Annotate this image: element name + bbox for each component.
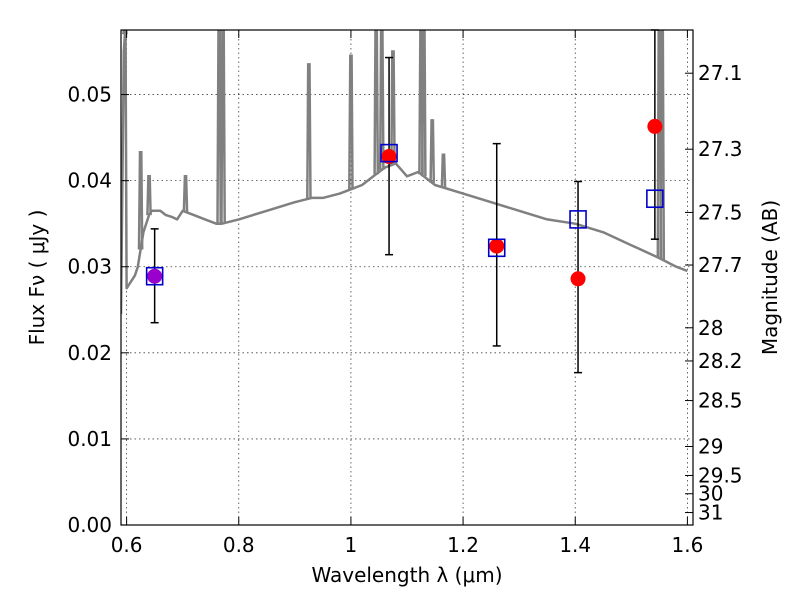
y-tick-label: 0.04 xyxy=(67,169,112,193)
y2-tick-label: 27.7 xyxy=(698,253,743,277)
y-tick-label: 0.02 xyxy=(67,341,112,365)
emission-line-spike xyxy=(216,30,222,224)
emission-line-spike xyxy=(378,30,385,170)
x-tick-label: 0.8 xyxy=(223,533,255,557)
observed-point xyxy=(489,238,505,254)
y2-tick-label: 29.5 xyxy=(698,463,743,487)
y2-tick-label: 28.2 xyxy=(698,349,743,373)
emission-line-spike xyxy=(182,175,189,212)
x-axis-label: Wavelength λ (μm) xyxy=(311,563,502,587)
y2-tick-label: 27.1 xyxy=(698,61,743,85)
y2-tick-label: 28.5 xyxy=(698,389,743,413)
y-tick-label: 0.01 xyxy=(67,427,112,451)
y2-tick-label: 31 xyxy=(698,501,723,525)
emission-line-spike xyxy=(348,54,354,190)
emission-line-spike xyxy=(429,119,436,183)
plot-frame xyxy=(120,29,694,526)
observed-point xyxy=(647,118,663,134)
model-photometry-square xyxy=(569,210,587,229)
emission-line-spike xyxy=(220,30,226,224)
emission-line-spike xyxy=(390,50,396,165)
model-photometry-square xyxy=(487,238,506,258)
x-tick-label: 1.2 xyxy=(447,533,479,557)
emission-line-spike xyxy=(146,175,152,216)
y2-axis-label: Magnitude (AB) xyxy=(758,200,782,355)
y2-tick-label: 27.3 xyxy=(698,137,743,161)
emission-line-spike xyxy=(373,30,380,175)
emission-line-spike xyxy=(659,30,666,260)
y2-tick-label: 27.5 xyxy=(698,200,743,224)
x-tick-label: 1.6 xyxy=(671,533,703,557)
emission-line-spike xyxy=(306,63,312,199)
y2-tick-label: 28 xyxy=(698,316,723,340)
emission-line-spike xyxy=(420,30,427,177)
x-tick-label: 1 xyxy=(345,533,358,557)
model-photometry-square xyxy=(380,143,398,163)
observed-point xyxy=(147,268,163,284)
axis-ticks: 0.6 0.8 1 1.2 1.4 1.6 0.00 0.01 0.02 0.03 0.04 0.05… xyxy=(67,30,743,557)
plot-area xyxy=(121,30,688,315)
model-spectrum-line xyxy=(121,30,688,315)
emission-line-spike xyxy=(137,150,144,250)
emission-line-spike xyxy=(440,153,447,188)
y-axis-label: Flux Fν ( μJy ) xyxy=(25,210,49,346)
observed-point xyxy=(570,271,586,287)
y-tick-label: 0.05 xyxy=(67,83,112,107)
x-tick-label: 1.4 xyxy=(559,533,591,557)
y2-tick-label: 29 xyxy=(698,434,723,458)
model-photometry-square xyxy=(646,189,664,209)
model-photometry-square xyxy=(145,266,164,286)
y-tick-label: 0.00 xyxy=(67,513,112,537)
y-tick-label: 0.03 xyxy=(67,255,112,279)
x-tick-label: 0.6 xyxy=(111,533,143,557)
observed-point xyxy=(381,149,397,165)
y2-tick-label: 30 xyxy=(698,482,723,506)
grid xyxy=(121,30,693,526)
